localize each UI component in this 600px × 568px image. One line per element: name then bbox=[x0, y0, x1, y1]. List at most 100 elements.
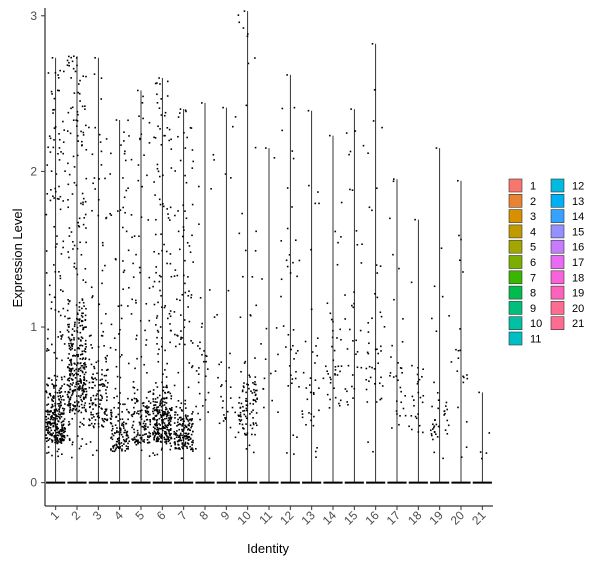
data-point bbox=[431, 317, 433, 320]
data-point bbox=[208, 457, 211, 460]
data-point bbox=[68, 377, 71, 379]
data-point bbox=[145, 397, 148, 399]
data-point bbox=[184, 435, 187, 437]
data-point bbox=[210, 188, 212, 190]
data-point bbox=[164, 349, 166, 352]
data-point bbox=[417, 391, 420, 394]
data-point bbox=[156, 410, 158, 413]
data-point bbox=[237, 431, 240, 434]
data-point bbox=[163, 134, 165, 137]
data-point bbox=[162, 205, 165, 208]
data-point bbox=[50, 170, 53, 172]
data-point bbox=[156, 432, 158, 435]
data-point bbox=[152, 412, 155, 415]
data-point bbox=[91, 153, 94, 156]
data-point bbox=[52, 417, 55, 419]
data-point bbox=[62, 290, 64, 293]
data-point bbox=[241, 390, 244, 393]
data-point bbox=[245, 423, 247, 425]
data-point bbox=[397, 362, 399, 364]
data-point bbox=[68, 173, 71, 176]
data-point bbox=[67, 384, 70, 387]
data-point bbox=[173, 430, 176, 433]
data-point bbox=[191, 447, 193, 449]
data-point bbox=[117, 431, 120, 433]
data-point bbox=[104, 408, 107, 411]
data-point bbox=[462, 271, 464, 273]
data-point bbox=[170, 436, 172, 439]
data-point bbox=[166, 426, 169, 429]
data-point bbox=[417, 380, 419, 383]
data-point bbox=[74, 321, 76, 324]
data-point bbox=[93, 73, 96, 75]
data-point bbox=[75, 304, 78, 306]
data-point bbox=[459, 349, 462, 352]
data-point bbox=[154, 434, 156, 437]
data-point bbox=[57, 439, 59, 442]
data-point bbox=[81, 364, 84, 367]
data-point bbox=[179, 434, 182, 436]
data-point bbox=[83, 390, 86, 393]
data-point bbox=[432, 428, 434, 430]
data-point bbox=[174, 333, 176, 336]
data-point bbox=[139, 442, 142, 444]
data-point bbox=[81, 312, 83, 315]
x-tick-label: 20 bbox=[448, 508, 468, 528]
data-point bbox=[56, 197, 59, 200]
data-point bbox=[195, 447, 197, 450]
data-point bbox=[169, 420, 172, 422]
data-point bbox=[82, 396, 85, 399]
data-point bbox=[365, 378, 368, 381]
legend-swatch bbox=[508, 178, 523, 193]
data-point bbox=[375, 264, 378, 266]
data-point bbox=[121, 444, 124, 447]
data-point bbox=[433, 425, 436, 427]
data-point bbox=[59, 331, 62, 333]
data-point bbox=[85, 241, 87, 244]
data-point bbox=[154, 137, 157, 139]
data-point bbox=[49, 433, 52, 436]
data-point bbox=[216, 313, 218, 316]
x-tick-label: 17 bbox=[384, 508, 404, 528]
data-point bbox=[442, 457, 444, 460]
data-point bbox=[165, 417, 168, 420]
data-point bbox=[222, 400, 224, 402]
data-point bbox=[84, 281, 87, 284]
data-point bbox=[123, 427, 125, 429]
data-point bbox=[185, 407, 187, 409]
data-point bbox=[92, 402, 95, 404]
data-point bbox=[334, 365, 337, 368]
data-point bbox=[188, 245, 191, 247]
data-point bbox=[88, 358, 91, 361]
data-point bbox=[83, 379, 86, 381]
data-point bbox=[56, 438, 59, 441]
data-point bbox=[277, 353, 279, 356]
data-point bbox=[163, 397, 166, 400]
data-point bbox=[166, 412, 169, 415]
data-point bbox=[308, 412, 310, 414]
data-point bbox=[63, 399, 65, 401]
data-point bbox=[122, 403, 124, 406]
data-point bbox=[93, 367, 96, 370]
data-point bbox=[389, 372, 392, 374]
data-point bbox=[131, 298, 133, 301]
data-point bbox=[254, 376, 257, 378]
data-point bbox=[123, 443, 125, 445]
data-point bbox=[353, 302, 355, 305]
data-point bbox=[133, 412, 136, 415]
data-point bbox=[189, 418, 192, 421]
data-point bbox=[117, 439, 120, 442]
data-point bbox=[149, 419, 152, 421]
data-point bbox=[198, 223, 200, 226]
data-point bbox=[104, 177, 106, 180]
data-point bbox=[187, 294, 190, 297]
data-point bbox=[185, 217, 188, 220]
data-point bbox=[61, 424, 63, 426]
data-point bbox=[281, 129, 283, 132]
data-point bbox=[57, 455, 59, 458]
data-point bbox=[82, 397, 85, 400]
data-point bbox=[84, 402, 87, 404]
data-point bbox=[186, 418, 189, 421]
x-tick-label: 7 bbox=[175, 508, 190, 523]
data-point bbox=[52, 405, 54, 408]
